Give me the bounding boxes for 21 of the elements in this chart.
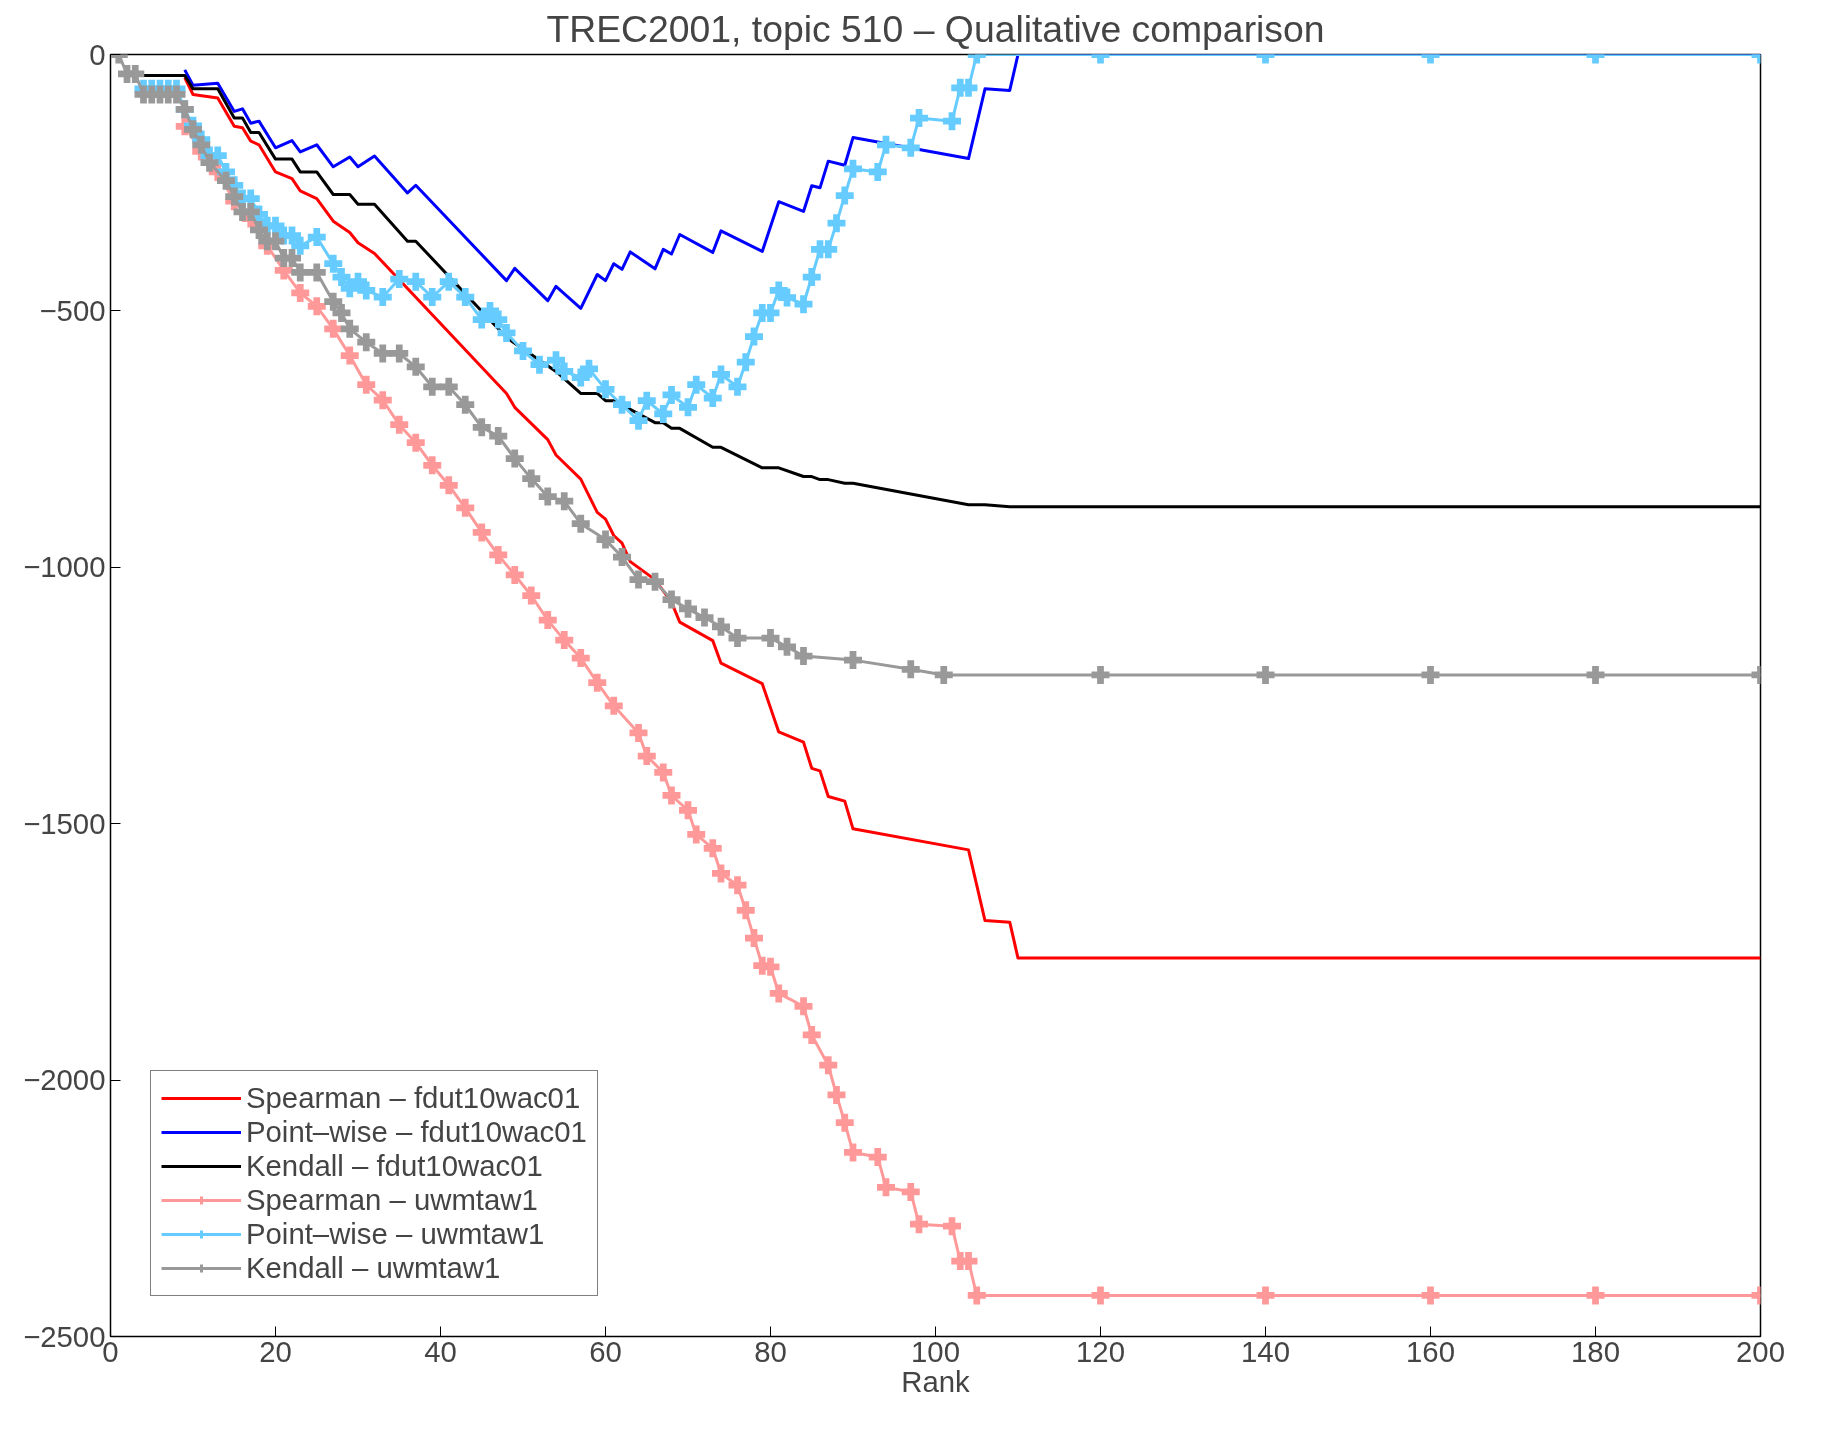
chart-title: TREC2001, topic 510 – Qualitative comparison [546, 7, 1325, 50]
legend-label: Kendall – fdut10wac01 [246, 1149, 543, 1183]
x-tick-label: 60 [589, 1334, 622, 1368]
x-tick-label: 80 [754, 1334, 787, 1368]
y-tick-label: −1000 [23, 550, 106, 584]
x-tick-label: 140 [1241, 1334, 1290, 1368]
x-tick-label: 120 [1076, 1334, 1125, 1368]
legend-label: Kendall – uwmtaw1 [246, 1251, 501, 1285]
y-tick-label: −500 [39, 293, 106, 327]
x-tick-label: 180 [1571, 1334, 1620, 1368]
y-tick-label: −1500 [23, 806, 106, 840]
x-tick-label: 40 [424, 1334, 457, 1368]
x-tick-label: 200 [1736, 1334, 1785, 1368]
y-tick-label: 0 [89, 37, 106, 71]
legend-label: Spearman – fdut10wac01 [246, 1081, 581, 1115]
legend-label: Point–wise – fdut10wac01 [246, 1115, 587, 1149]
y-tick-label: −2000 [23, 1063, 106, 1097]
x-tick-label: 20 [259, 1334, 292, 1368]
legend-label: Point–wise – uwmtaw1 [246, 1217, 545, 1251]
x-tick-label: 160 [1406, 1334, 1455, 1368]
legend-label: Spearman – uwmtaw1 [246, 1183, 538, 1217]
